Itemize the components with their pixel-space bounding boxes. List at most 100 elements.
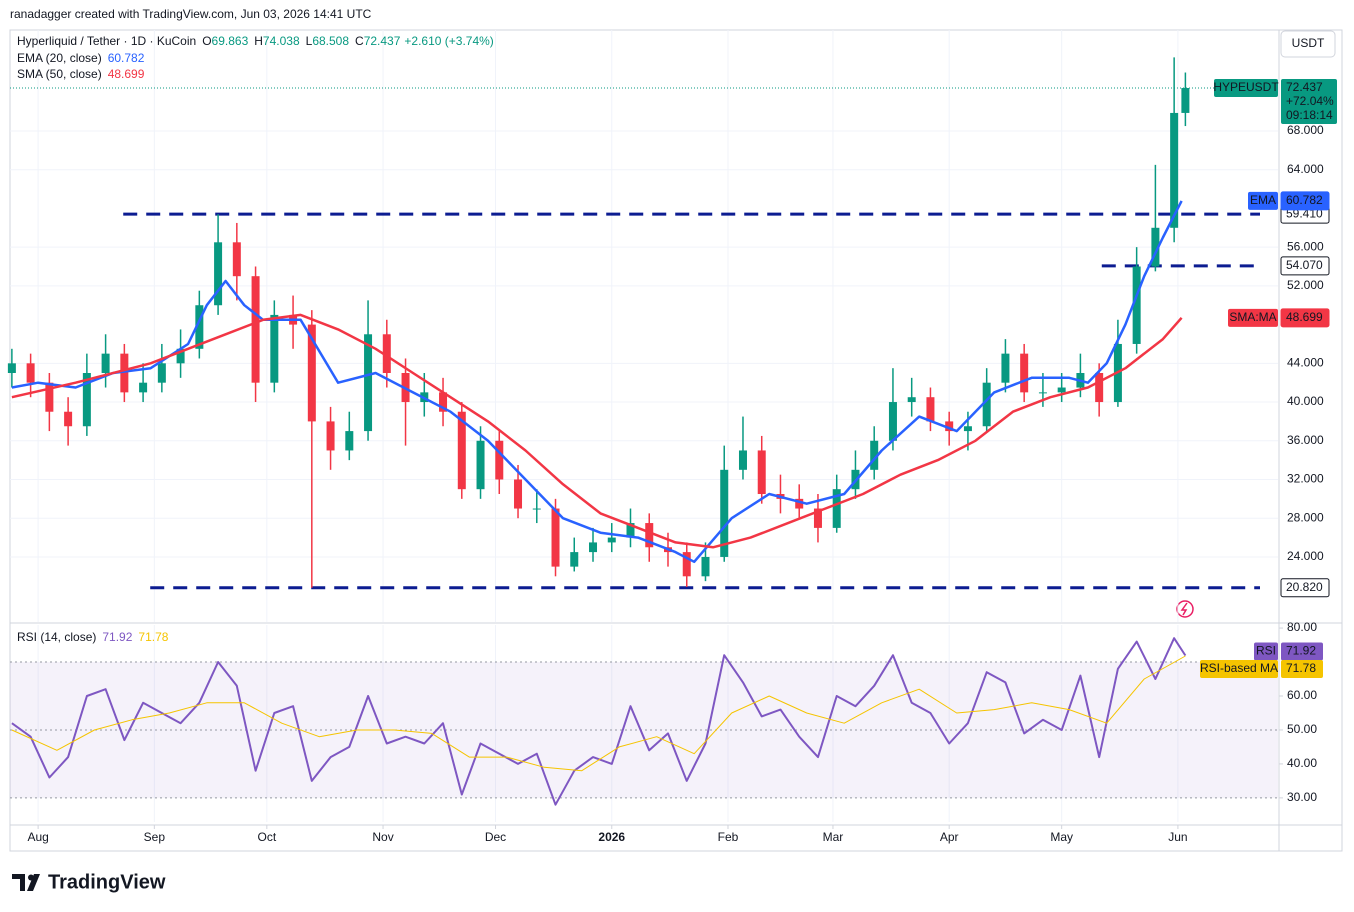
- rsi-line: [11, 637, 1187, 806]
- candle-body: [45, 382, 54, 412]
- y-tick-label: 56.000: [1287, 239, 1324, 253]
- y-tick-label: 40.00: [1287, 756, 1317, 770]
- last-price-box: [1281, 79, 1337, 125]
- x-tick-label: 2026: [598, 830, 625, 844]
- candle-body: [120, 353, 129, 393]
- y-tick-label: 40.000: [1287, 394, 1324, 408]
- candle-body: [195, 305, 204, 349]
- level-label: 20.820: [1286, 580, 1323, 594]
- symbol-tag-box: [1214, 79, 1278, 98]
- logo-dot: [28, 874, 34, 881]
- rsi-legend: RSI (14, close) 71.92 71.78: [17, 630, 169, 644]
- rsi-tag-box: [1254, 642, 1278, 661]
- candle-body: [551, 508, 560, 567]
- candle-body: [345, 431, 354, 451]
- candle-body: [514, 479, 523, 509]
- rsi-price-box: [1281, 642, 1323, 661]
- y-tick-label: 50.00: [1287, 722, 1317, 736]
- candle-body: [757, 450, 766, 495]
- rsi-tag: RSI: [1256, 644, 1276, 658]
- candle-body: [589, 542, 598, 553]
- candle-body: [1038, 392, 1047, 394]
- candle-body: [495, 440, 504, 480]
- candle-body: [457, 411, 466, 490]
- y-tick-label: 64.000: [1287, 162, 1324, 176]
- candle-body: [832, 489, 841, 528]
- candle-body: [907, 397, 916, 403]
- x-tick-label: Jun: [1168, 830, 1187, 844]
- watermark: ranadagger created with TradingView.com,…: [10, 7, 372, 21]
- candle-body: [607, 537, 616, 543]
- candle-body: [926, 397, 935, 422]
- candle-body: [532, 508, 541, 510]
- last-change: +72.04%: [1286, 94, 1334, 108]
- candle-body: [232, 242, 241, 277]
- x-tick-label: Dec: [485, 830, 506, 844]
- x-tick-label: Feb: [718, 830, 739, 844]
- x-tick-label: Nov: [372, 830, 393, 844]
- candle-body: [701, 556, 710, 577]
- logo[interactable]: TradingView: [12, 871, 166, 893]
- y-tick-label: 30.00: [1287, 790, 1317, 804]
- candle-body: [64, 411, 73, 427]
- ohlc-label: C: [355, 34, 364, 48]
- ohlc-value: 69.863: [212, 34, 249, 48]
- candle-body: [1132, 266, 1141, 344]
- logo-text: TradingView: [48, 871, 166, 893]
- candle-body: [1001, 353, 1010, 383]
- candle-body: [813, 508, 822, 528]
- candle-body: [476, 440, 485, 490]
- candle-body: [1095, 373, 1104, 403]
- indicator-tag-box: [1248, 191, 1278, 210]
- currency-button[interactable]: [1280, 30, 1336, 58]
- currency: USDT: [1292, 36, 1325, 50]
- symbol-tag: HYPEUSDT: [1213, 80, 1279, 94]
- candle-body: [1057, 387, 1066, 393]
- indicator-price-label: 60.782: [1286, 193, 1323, 207]
- indicator-name: SMA (50, close): [17, 67, 102, 81]
- legend: Hyperliquid / Tether · 1D · KuCoin O69.86…: [17, 34, 494, 48]
- candle-body: [214, 242, 223, 306]
- candle-body: [720, 469, 729, 557]
- indicator-price-label-box: [1280, 191, 1330, 211]
- indicator-value: 48.699: [108, 67, 145, 81]
- indicator-tag: SMA:MA: [1229, 310, 1276, 324]
- x-tick-label: Mar: [823, 830, 844, 844]
- last-price: 72.437: [1286, 80, 1323, 94]
- candle-body: [326, 421, 335, 451]
- y-tick-label: 68.000: [1287, 123, 1324, 137]
- candle-body: [645, 523, 654, 548]
- candle-body: [945, 421, 954, 432]
- level-label: 54.070: [1286, 258, 1323, 272]
- indicator-price-label-box: [1280, 308, 1330, 328]
- candle-body: [251, 276, 260, 383]
- y-tick-label: 36.000: [1287, 433, 1324, 447]
- y-tick-label: 24.000: [1287, 549, 1324, 563]
- candle-body: [270, 314, 279, 383]
- candle-body: [1181, 88, 1190, 113]
- candle-body: [626, 523, 635, 538]
- candle-body: [439, 392, 448, 412]
- level-label-box: [1280, 578, 1330, 598]
- rsi-line: [11, 655, 1186, 772]
- candle-body: [738, 450, 747, 470]
- y-tick-label: 80.00: [1287, 620, 1317, 634]
- candle-body: [1151, 227, 1160, 267]
- candle-body: [7, 363, 16, 374]
- y-tick-label: 32.000: [1287, 472, 1324, 486]
- x-tick-label: May: [1050, 830, 1073, 844]
- countdown: 09:18:14: [1286, 108, 1333, 122]
- rsi-value: 71.78: [138, 630, 168, 644]
- rsi-price-box: [1281, 659, 1323, 678]
- level-label-box: [1280, 256, 1330, 276]
- candle-body: [82, 373, 91, 427]
- alert-icon[interactable]: [1176, 600, 1194, 618]
- indicator-line: [11, 313, 1183, 549]
- ohlc-value: 68.508: [312, 34, 349, 48]
- rsi-value: 71.92: [102, 630, 132, 644]
- indicator-legend: EMA (20, close) 60.782: [17, 51, 145, 65]
- candle-body: [157, 363, 166, 383]
- rsi-title: RSI (14, close): [17, 630, 96, 644]
